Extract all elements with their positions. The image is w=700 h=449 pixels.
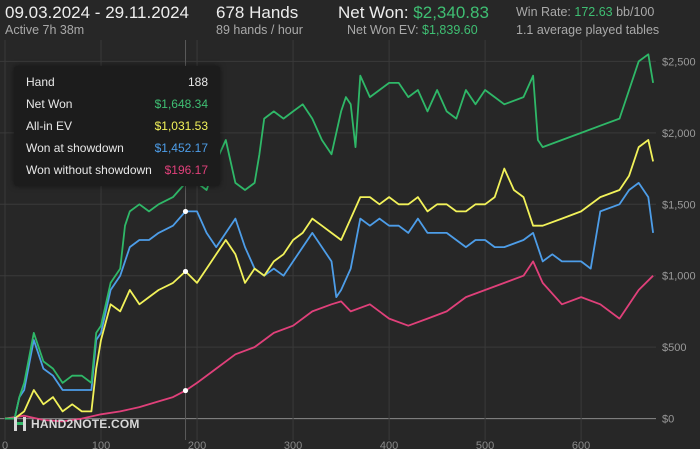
x-tick-label: 200 xyxy=(188,440,206,449)
win-rate-stat: Win Rate: 172.63 bb/100 xyxy=(516,5,654,19)
tooltip-non-showdown-label: Won without showdown xyxy=(26,163,152,177)
hands-rate: 89 hands / hour xyxy=(216,23,303,37)
x-tick-label: 100 xyxy=(92,440,110,449)
tooltip-hand-label: Hand xyxy=(26,75,55,89)
tooltip-non-showdown-value: $196.17 xyxy=(164,163,208,177)
date-range: 09.03.2024 - 29.11.2024 xyxy=(5,3,190,22)
x-tick-label: 600 xyxy=(572,440,590,449)
win-rate-unit: bb/100 xyxy=(616,5,655,19)
series-line-showdown xyxy=(5,181,654,420)
y-tick-label: $2,500 xyxy=(662,56,696,68)
series-line-non_showdown xyxy=(4,260,654,423)
x-tick-label: 500 xyxy=(476,440,494,449)
y-tick-label: $2,000 xyxy=(662,128,696,140)
tooltip-allin-ev-label: All-in EV xyxy=(26,119,73,133)
y-tick-label: $0 xyxy=(662,414,674,426)
tooltip-hand-row: Hand 188 xyxy=(26,75,208,95)
y-tick-label: $1,500 xyxy=(662,199,696,211)
hand2note-logo: HAND2NOTE.COM xyxy=(13,415,140,433)
series-line-net_won xyxy=(5,53,654,420)
marker-dot-non_showdown xyxy=(182,387,189,394)
tooltip-net-won-row: Net Won $1,648.34 xyxy=(26,97,208,117)
tooltip-net-won-value: $1,648.34 xyxy=(154,97,208,111)
x-tick-label: 300 xyxy=(284,440,302,449)
tooltip-showdown-label: Won at showdown xyxy=(26,141,124,155)
net-won-label: Net Won: xyxy=(338,3,409,22)
tooltip-allin-ev-value: $1,031.53 xyxy=(154,119,208,133)
active-time: Active 7h 38m xyxy=(5,23,85,37)
y-tick-label: $500 xyxy=(662,342,686,354)
marker-dot-showdown xyxy=(182,208,189,215)
tooltip-non-showdown-row: Won without showdown $196.17 xyxy=(26,163,208,183)
net-won-stat: Net Won: $2,340.83 xyxy=(338,3,489,23)
win-rate-value: 172.63 xyxy=(574,5,613,19)
hand2note-logo-text: HAND2NOTE.COM xyxy=(31,417,140,431)
tooltip-showdown-row: Won at showdown $1,452.17 xyxy=(26,141,208,161)
hover-tooltip: Hand 188 Net Won $1,648.34 All-in EV $1,… xyxy=(14,66,220,186)
tooltip-showdown-value: $1,452.17 xyxy=(154,141,208,155)
x-tick-label: 0 xyxy=(2,440,8,449)
series-line-all_in_ev xyxy=(5,139,654,420)
hand2note-logo-icon xyxy=(14,417,26,431)
tooltip-hand-value: 188 xyxy=(187,75,208,89)
net-won-ev-label: Net Won EV: xyxy=(347,23,419,37)
tooltip-net-won-label: Net Won xyxy=(26,97,73,111)
x-tick-label: 400 xyxy=(380,440,398,449)
avg-tables: 1.1 average played tables xyxy=(516,23,660,37)
y-tick-label: $1,000 xyxy=(662,271,696,283)
net-won-ev-value: $1,839.60 xyxy=(422,23,478,37)
hands-count: 678 Hands xyxy=(216,3,299,22)
marker-dot-all_in_ev xyxy=(182,268,189,275)
tooltip-allin-ev-row: All-in EV $1,031.53 xyxy=(26,119,208,139)
win-rate-label: Win Rate: xyxy=(516,5,571,19)
net-won-value: $2,340.83 xyxy=(413,3,489,22)
net-won-ev-stat: Net Won EV: $1,839.60 xyxy=(347,23,478,37)
